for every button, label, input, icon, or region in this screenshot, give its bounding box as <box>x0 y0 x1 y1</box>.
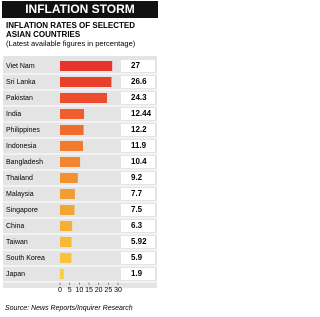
bar <box>60 77 112 87</box>
value-cell <box>121 236 155 248</box>
value-label: 26.6 <box>131 77 147 86</box>
value-cell <box>121 220 155 232</box>
value-cell <box>121 124 155 136</box>
value-cell <box>121 140 155 152</box>
bar <box>60 157 81 167</box>
chart-note: (Latest available figures in percentage) <box>6 39 136 48</box>
value-label: 10.4 <box>131 157 147 166</box>
category-label: Indonesia <box>6 143 36 150</box>
value-label: 7.7 <box>131 189 143 198</box>
bar <box>60 221 73 231</box>
category-label: Japan <box>6 271 25 278</box>
category-label: Thailand <box>6 175 33 182</box>
category-label: Philippines <box>6 127 40 134</box>
value-label: 12.44 <box>131 109 152 118</box>
page: INFLATION STORM INFLATION RATES OF SELEC… <box>0 1 160 317</box>
value-cell <box>121 252 155 264</box>
category-label: Bangladesh <box>6 159 43 166</box>
category-label: Sri Lanka <box>6 79 36 86</box>
chart-title: INFLATION STORM <box>2 1 158 18</box>
source: Source: News Reports/Inquirer Research <box>5 305 133 312</box>
bar <box>60 93 107 103</box>
bar <box>60 109 85 119</box>
value-cell <box>121 92 155 104</box>
value-label: 1.9 <box>131 269 143 278</box>
value-label: 5.92 <box>131 237 147 246</box>
value-cell <box>121 188 155 200</box>
value-cell <box>121 204 155 216</box>
category-label: China <box>6 223 24 230</box>
bar <box>60 237 72 247</box>
x-tick-label: 30 <box>114 287 122 294</box>
x-tick-label: 20 <box>95 287 103 294</box>
bar <box>60 205 75 215</box>
bar <box>60 125 84 135</box>
value-label: 27 <box>131 61 140 70</box>
value-label: 9.2 <box>131 173 143 182</box>
category-label: Pakistan <box>6 95 33 102</box>
value-cell <box>121 60 155 72</box>
category-label: Malaysia <box>6 191 34 198</box>
chart-subtitle: INFLATION RATES OF SELECTED ASIAN COUNTR… <box>6 21 136 39</box>
bar <box>60 269 64 279</box>
category-label: Taiwan <box>6 239 28 246</box>
category-label: Singapore <box>6 207 38 214</box>
value-label: 5.9 <box>131 253 143 262</box>
value-label: 12.2 <box>131 125 147 134</box>
value-cell <box>121 156 155 168</box>
category-label: India <box>6 111 21 118</box>
category-label: Viet Nam <box>6 63 35 70</box>
category-label: South Korea <box>6 255 45 262</box>
value-label: 7.5 <box>131 205 143 214</box>
x-tick-label: 10 <box>75 287 83 294</box>
x-tick-label: 0 <box>58 287 62 294</box>
chart: Source: News Reports/Inquirer Research 0… <box>3 56 157 312</box>
value-cell <box>121 172 155 184</box>
bar <box>60 189 75 199</box>
x-tick-label: 5 <box>68 287 72 294</box>
bar <box>60 61 113 71</box>
value-label: 24.3 <box>131 93 147 102</box>
value-cell <box>121 76 155 88</box>
bar <box>60 141 84 151</box>
value-cell <box>121 268 155 280</box>
bar <box>60 253 72 263</box>
x-tick-label: 15 <box>85 287 93 294</box>
bar <box>60 173 78 183</box>
value-label: 6.3 <box>131 221 143 230</box>
x-tick-label: 25 <box>104 287 112 294</box>
value-cell <box>121 108 155 120</box>
value-label: 11.9 <box>131 141 147 150</box>
